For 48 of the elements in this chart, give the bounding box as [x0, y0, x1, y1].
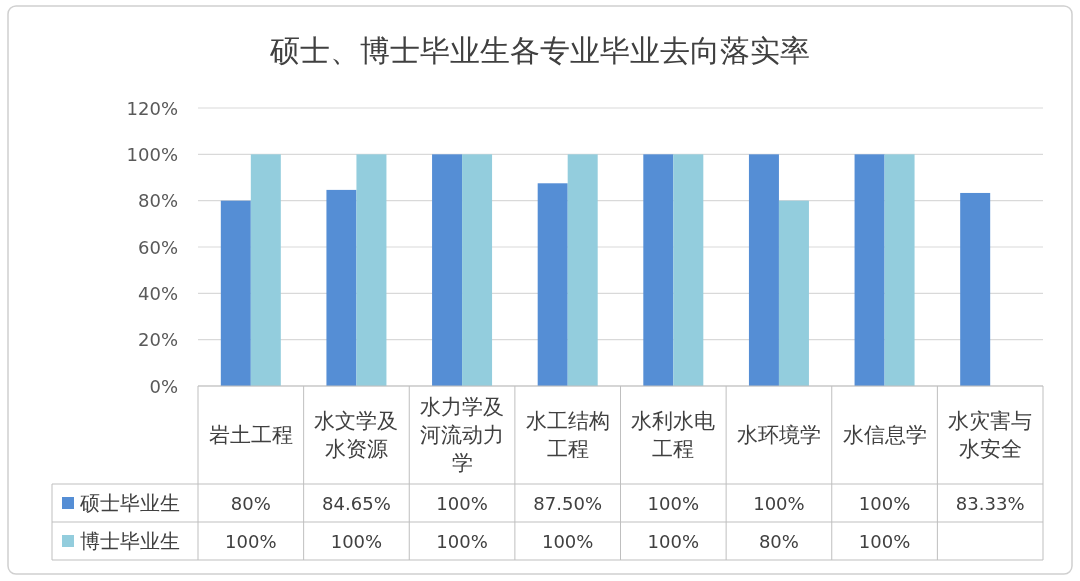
data-label: 100% [647, 530, 700, 552]
bar [356, 154, 387, 386]
x-tick-label: 岩土工程 [208, 423, 293, 447]
bar [960, 192, 991, 386]
x-tick-label: 水环境学 [736, 423, 821, 447]
data-label: 83.33% [955, 492, 1025, 514]
x-tick-label: 水文学及水资源 [314, 409, 399, 461]
data-label: 100% [436, 530, 488, 552]
y-tick-label: 0% [149, 375, 178, 397]
data-label: 84.65% [322, 492, 391, 514]
legend-label: 硕士毕业生 [79, 491, 180, 515]
x-tick-label: 水灾害与水安全 [948, 409, 1033, 461]
data-label: 100% [753, 492, 805, 514]
data-label: 100% [330, 530, 383, 552]
chart-title: 硕士、博士毕业生各专业毕业去向落实率 [269, 32, 810, 68]
bar [567, 154, 598, 386]
bar [884, 154, 915, 386]
data-label: 100% [436, 492, 488, 514]
bar [748, 154, 779, 386]
y-tick-label: 120% [126, 97, 178, 119]
data-label: 100% [647, 492, 700, 514]
bar [432, 154, 463, 386]
data-label: 100% [858, 492, 911, 514]
x-tick-label: 水工结构工程 [525, 409, 610, 461]
data-label: 100% [858, 530, 911, 552]
bar [778, 200, 809, 386]
bar [250, 154, 281, 386]
data-label: 100% [541, 530, 594, 552]
bar [326, 189, 357, 386]
bar [220, 200, 251, 386]
data-label: 100% [225, 530, 277, 552]
bar [643, 154, 674, 386]
x-tick-label: 水力学及河流动力学 [420, 395, 505, 475]
y-tick-label: 20% [137, 329, 178, 351]
data-label: 87.50% [533, 492, 603, 514]
y-tick-label: 40% [137, 282, 178, 304]
bar [854, 154, 885, 386]
bar [537, 183, 568, 386]
legend-label: 博士毕业生 [80, 529, 180, 553]
data-label: 80% [230, 492, 271, 514]
y-tick-label: 80% [137, 190, 178, 212]
y-tick-label: 60% [137, 236, 178, 258]
data-label: 80% [758, 530, 799, 552]
x-tick-label: 水信息学 [842, 423, 927, 447]
bar [462, 154, 493, 386]
y-tick-label: 100% [126, 143, 178, 165]
x-tick-label: 水利水电工程 [631, 409, 716, 461]
bar [673, 154, 704, 386]
